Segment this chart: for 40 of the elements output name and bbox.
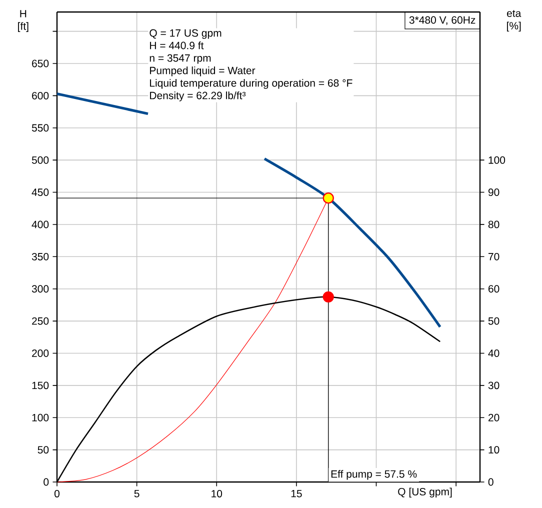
y2-tick-label: 80 xyxy=(488,220,500,228)
y2-tick-label: 100 xyxy=(488,156,506,164)
annotation: H = 440.9 ft xyxy=(150,42,204,50)
x-tick-label: 0 xyxy=(54,490,60,498)
chart-title: 3*480 V, 60Hz xyxy=(409,16,476,25)
y-tick-label: 350 xyxy=(32,252,49,260)
y-tick-label: 50 xyxy=(38,446,49,454)
y2-tick-label: 10 xyxy=(488,446,500,454)
y2-tick-label: 50 xyxy=(488,317,500,325)
annotation: Liquid temperature during operation = 68 °F xyxy=(150,79,352,89)
y-tick-label: 400 xyxy=(32,220,49,228)
annotation: n = 3547 rpm xyxy=(150,54,211,64)
annotation: Density = 62.29 lb/ft³ xyxy=(150,92,246,102)
y-tick-label: 100 xyxy=(32,414,49,422)
y-tick-label: 500 xyxy=(32,156,49,164)
y-tick-label: 0 xyxy=(44,478,49,486)
annotation: Q = 17 US gpm xyxy=(150,29,222,39)
y-axis-title: H [ft] xyxy=(18,10,28,32)
y-tick-label: 300 xyxy=(32,285,49,293)
y2-axis-title: eta [%] xyxy=(507,10,522,32)
y2-tick-label: 0 xyxy=(488,478,494,486)
x-axis-title: Q [US gpm] xyxy=(398,488,452,498)
x-tick-label: 10 xyxy=(212,490,222,498)
y2-tick-label: 60 xyxy=(488,285,500,293)
y-tick-label: 600 xyxy=(32,92,49,100)
y-tick-label: 150 xyxy=(32,382,49,390)
y2-tick-label: 20 xyxy=(488,414,500,422)
y2-tick-label: 30 xyxy=(488,382,500,390)
x-tick-label: 5 xyxy=(134,490,140,498)
annotation: Pumped liquid = Water xyxy=(150,66,256,76)
annotation: Eff pump = 57.5 % xyxy=(331,470,417,480)
y-tick-label: 550 xyxy=(32,124,49,132)
x-tick-label: 15 xyxy=(291,490,302,498)
y-tick-label: 250 xyxy=(32,317,49,325)
y2-tick-label: 70 xyxy=(488,252,500,260)
y-tick-label: 200 xyxy=(32,350,49,357)
y2-tick-label: 90 xyxy=(488,188,500,196)
y-tick-label: 450 xyxy=(32,188,49,196)
y2-tick-label: 40 xyxy=(488,350,500,357)
y-tick-label: 650 xyxy=(32,60,49,68)
